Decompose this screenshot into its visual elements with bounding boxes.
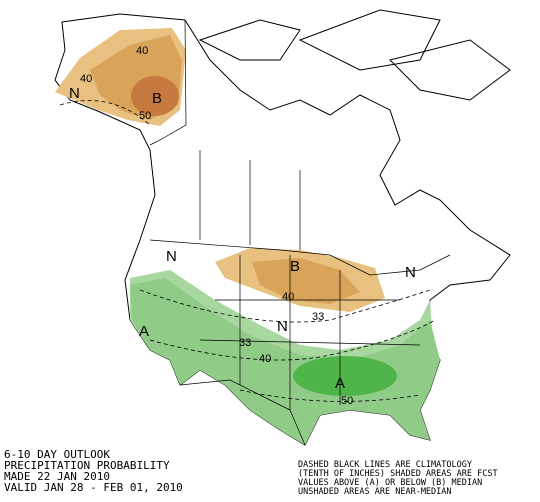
info-line: 6-10 DAY OUTLOOK [4, 448, 110, 461]
legend-line: (TENTH OF INCHES) SHADED AREAS ARE FCST [298, 469, 498, 479]
legend-line: UNSHADED AREAS ARE NEAR-MEDIAN [298, 487, 452, 497]
category-label: N [69, 85, 80, 102]
above-median-area [130, 270, 440, 445]
contour-label: 50 [139, 110, 151, 122]
info-line: MADE 22 JAN 2010 [4, 470, 110, 483]
legend-notes: DASHED BLACK LINES ARE CLIMATOLOGY (TENT… [298, 460, 498, 497]
contour-label: 40 [282, 291, 294, 303]
contour-label: 50 [341, 395, 353, 407]
contour-label: 40 [136, 45, 148, 57]
map-labels: 40 40 B 50 N N B 40 33 N N A 33 40 A 50 [69, 45, 416, 407]
category-label: A [139, 323, 149, 340]
category-label: A [335, 375, 345, 392]
contour-label: 40 [259, 353, 271, 365]
legend-line: DASHED BLACK LINES ARE CLIMATOLOGY [298, 460, 472, 470]
category-label: N [405, 264, 416, 281]
climatology-lines [59, 100, 436, 402]
category-label: N [166, 248, 177, 265]
category-label: N [277, 318, 288, 335]
outlook-info: 6-10 DAY OUTLOOK PRECIPITATION PROBABILI… [4, 448, 183, 494]
borders [149, 19, 451, 446]
contour-label: 40 [80, 73, 92, 85]
contour-label: 33 [312, 311, 324, 323]
below-median-area [55, 28, 385, 312]
contour-label: 33 [239, 337, 251, 349]
info-line: PRECIPITATION PROBABILITY [4, 459, 170, 472]
category-label: B [290, 258, 300, 275]
legend-line: VALUES ABOVE (A) OR BELOW (B) MEDIAN [298, 478, 482, 488]
info-line: VALID JAN 28 - FEB 01, 2010 [4, 481, 183, 494]
category-label: B [152, 90, 162, 107]
